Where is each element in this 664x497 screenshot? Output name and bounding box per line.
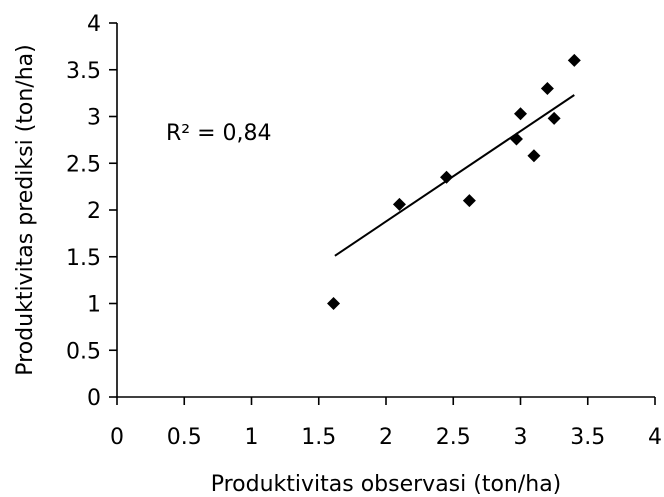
data-point — [541, 82, 554, 95]
y-tick-label: 3 — [87, 106, 101, 131]
x-tick-label: 3 — [514, 425, 528, 450]
data-point — [548, 112, 561, 125]
x-tick-label: 3.5 — [570, 425, 605, 450]
x-axis-title: Produktivitas observasi (ton/ha) — [211, 472, 562, 497]
y-tick-label: 3.5 — [66, 59, 101, 84]
trendline-layer — [335, 95, 574, 256]
x-tick-label: 2 — [379, 425, 393, 450]
data-point — [327, 297, 340, 310]
y-tick-label: 2.5 — [66, 152, 101, 177]
y-tick-label: 4 — [87, 12, 101, 37]
data-point — [510, 132, 523, 145]
trendline — [335, 95, 574, 256]
r-squared-annotation: R² = 0,84 — [166, 121, 272, 146]
data-point — [463, 194, 476, 207]
x-tick-label: 1 — [245, 425, 259, 450]
x-tick-label: 0 — [110, 425, 124, 450]
x-tick-label: 4 — [648, 425, 662, 450]
y-tick-label: 0 — [87, 386, 101, 411]
y-tick-label: 1.5 — [66, 246, 101, 271]
y-tick-label: 1 — [87, 293, 101, 318]
ticks: 0 0.5 1 1.5 2 2.5 3 3.5 4 0 0.5 1 1.5 2 2.5 3 3.5 4 — [66, 12, 662, 450]
data-points — [327, 54, 581, 310]
x-tick-label: 1.5 — [301, 425, 336, 450]
data-point — [568, 54, 581, 67]
axes — [117, 23, 655, 397]
data-point — [527, 149, 540, 162]
y-tick-label: 2 — [87, 199, 101, 224]
y-axis-title: Produktivitas prediksi (ton/ha) — [13, 44, 38, 375]
x-tick-label: 0.5 — [167, 425, 202, 450]
y-tick-label: 0.5 — [66, 339, 101, 364]
x-tick-label: 2.5 — [436, 425, 471, 450]
data-point — [514, 107, 527, 120]
data-point — [440, 171, 453, 184]
